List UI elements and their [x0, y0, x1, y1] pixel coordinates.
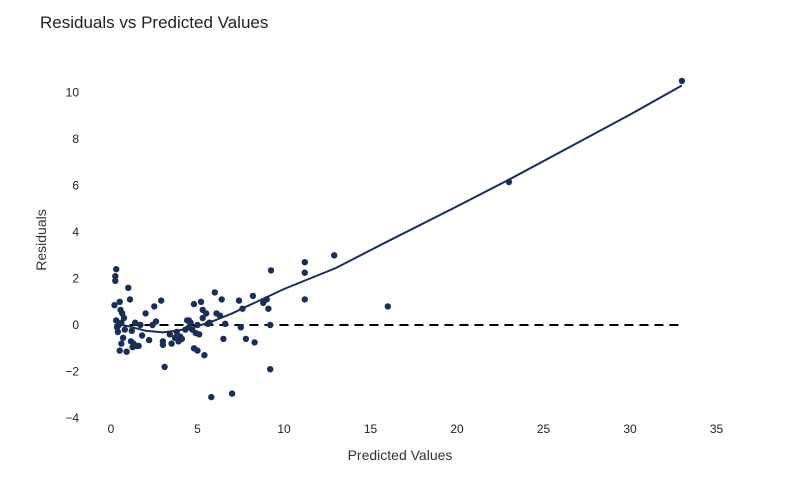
data-point [194, 321, 201, 329]
data-point [116, 298, 123, 305]
data-point [137, 321, 144, 329]
data-point [158, 297, 165, 304]
data-point [242, 335, 250, 343]
data-point [331, 252, 338, 259]
data-point [118, 319, 125, 326]
data-point [187, 319, 194, 326]
y-tick-label: 0 [72, 318, 79, 332]
data-point [190, 300, 198, 308]
x-tick-label: 15 [364, 422, 378, 436]
data-point [301, 259, 308, 266]
y-tick-label: 6 [72, 179, 79, 193]
data-point [301, 296, 308, 303]
data-point [113, 266, 120, 273]
data-point [121, 326, 128, 333]
data-point [159, 341, 167, 348]
y-tick-label: −2 [65, 365, 79, 379]
data-point [178, 335, 186, 343]
chart-title: Residuals vs Predicted Values [40, 13, 269, 32]
data-point [112, 277, 119, 284]
y-tick-label: 10 [66, 86, 80, 100]
x-tick-label: 20 [450, 422, 464, 436]
data-point [235, 297, 243, 304]
data-point [228, 390, 236, 397]
y-tick-labels: −4 −2 0 2 4 6 8 10 [65, 86, 79, 426]
data-point [218, 296, 225, 303]
y-tick-label: 8 [72, 132, 79, 146]
data-point [384, 303, 391, 310]
data-point [138, 332, 146, 339]
data-point [114, 328, 122, 336]
x-tick-label: 25 [537, 422, 551, 436]
trend-line [116, 84, 683, 334]
data-point [201, 352, 208, 359]
y-tick-label: −4 [65, 411, 79, 425]
data-point [237, 324, 244, 331]
data-point [267, 321, 274, 329]
x-tick-label: 35 [710, 422, 724, 436]
data-point [123, 348, 130, 355]
y-tick-label: 4 [72, 225, 79, 239]
data-point [142, 310, 149, 317]
data-point [678, 77, 686, 85]
data-point [301, 269, 308, 276]
data-point [199, 314, 206, 322]
data-point [151, 303, 158, 310]
data-point [194, 347, 201, 354]
data-point [251, 339, 258, 346]
data-point [135, 342, 142, 350]
data-point [267, 267, 275, 274]
data-point [211, 289, 218, 296]
data-point [132, 319, 139, 326]
data-point [120, 314, 128, 322]
data-point [152, 318, 160, 325]
data-point [145, 336, 153, 344]
data-point [206, 319, 213, 326]
x-tick-label: 30 [623, 422, 637, 436]
data-point [239, 305, 246, 312]
x-tick-label: 5 [194, 422, 201, 436]
data-point [126, 296, 134, 303]
data-point [161, 363, 168, 371]
data-point [249, 292, 257, 300]
data-point [166, 331, 173, 338]
data-point [118, 340, 125, 347]
data-point [168, 340, 175, 347]
y-tick-label: 2 [72, 272, 79, 286]
trend-line-layer [116, 84, 683, 334]
x-axis-title: Predicted Values [348, 447, 453, 463]
data-point [196, 331, 203, 338]
x-tick-label: 10 [277, 422, 291, 436]
data-point [116, 347, 123, 354]
data-point [173, 328, 180, 336]
data-point [197, 298, 205, 305]
data-point [505, 178, 513, 186]
data-point [112, 273, 119, 280]
x-tick-label: 0 [108, 422, 115, 436]
data-point [125, 284, 132, 291]
data-point [263, 296, 270, 303]
data-point [208, 393, 215, 401]
x-tick-labels: 0 5 10 15 20 25 30 35 [108, 422, 724, 436]
data-point [111, 302, 118, 309]
data-point [119, 334, 127, 341]
data-point [216, 312, 224, 319]
data-point [222, 320, 229, 327]
y-axis-title: Residuals [33, 209, 49, 270]
points-layer [111, 77, 686, 401]
data-point [203, 310, 210, 317]
data-point [267, 366, 274, 373]
data-point [220, 335, 227, 343]
data-point [128, 327, 135, 334]
data-point [265, 305, 272, 312]
